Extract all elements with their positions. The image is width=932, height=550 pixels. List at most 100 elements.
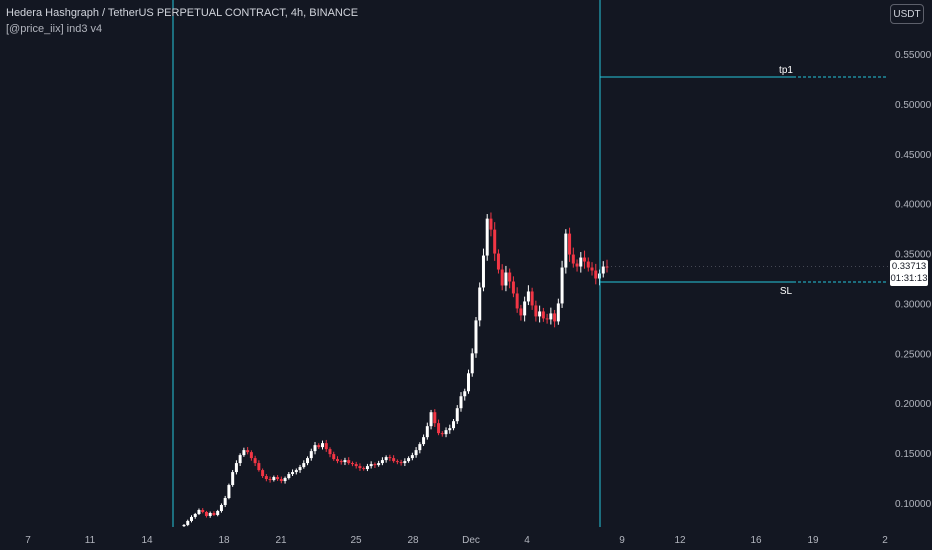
candle-body [425,426,429,438]
candle-body [586,261,590,268]
time-tick-label: 2 [882,535,888,546]
candle-body [526,291,530,302]
candle-body [276,477,280,480]
candle-body [350,463,354,465]
candle-body [418,444,422,451]
time-axis[interactable]: 7 11 14 18 21 25 28 Dec 4 9 12 16 19 2 [25,535,888,546]
candle-body [242,450,246,456]
candle-body [354,464,358,467]
candle-body [511,281,515,294]
candle-body [530,291,534,306]
candle-body [365,466,369,470]
time-tick-label: 11 [85,535,96,546]
candle-body [553,313,557,322]
price-tick-label: 0.10000 [895,499,932,510]
candle-body [407,458,411,462]
candle-body [519,308,523,316]
candle-body [459,396,463,409]
candle-body [373,464,377,466]
candle-body [257,463,261,471]
candle-body [601,266,605,274]
candle-body [583,257,587,262]
candle-body [504,272,508,286]
price-tick-label: 0.15000 [895,449,932,460]
candle-body [212,512,216,515]
candle-body [455,408,459,422]
candle-body [466,373,470,392]
candle-body [234,463,238,473]
last-price-tag: 0.33713 01:31:13 [890,260,928,286]
candle-body [268,479,272,481]
candle-body [339,461,343,463]
candle-body [306,458,310,464]
levels-layer: tp1 SL [600,65,890,297]
candle-body [478,287,482,321]
candle-body [485,218,489,256]
candle-body [189,516,193,521]
bar-countdown: 01:31:13 [890,273,928,284]
candle-body [324,443,328,450]
candle-body [182,524,186,527]
candle-body [186,520,190,525]
candle-body [463,391,467,397]
price-tick-label: 0.20000 [895,399,932,410]
candle-body [208,512,212,516]
candle-body [496,253,500,270]
candle-body [474,320,478,354]
candle-body [556,303,560,322]
candle-body [358,466,362,469]
candle-body [317,445,321,448]
time-tick-label: 19 [807,535,819,546]
time-tick-label: Dec [462,535,480,546]
candle-body [362,468,366,470]
candle-body [564,233,568,268]
candle-body [283,478,287,482]
candle-body [302,463,306,468]
time-tick-label: 7 [25,535,31,546]
candle-body [249,452,253,459]
candle-body [309,451,313,459]
candles-layer [182,212,609,528]
currency-button[interactable]: USDT [890,4,924,24]
candle-body [594,270,598,279]
candle-body [440,433,444,435]
candle-body [571,254,575,264]
candle-body [227,485,231,499]
candle-body [343,460,347,463]
candle-body [231,472,235,486]
level-label: tp1 [779,65,793,76]
candle-body [403,461,407,464]
indicator-label[interactable]: [@price_iix] ind3 v4 [6,23,103,35]
time-tick-label: 9 [619,535,625,546]
candle-body [481,255,485,288]
candle-body [470,353,474,374]
candle-body [392,458,396,462]
candle-body [204,511,208,516]
price-tick-label: 0.40000 [895,200,932,211]
candle-body [388,457,392,459]
time-tick-label: 18 [218,535,230,546]
candle-body [287,474,291,479]
price-tick-label: 0.45000 [895,150,932,161]
last-price-value: 0.33713 [891,261,927,272]
candle-body [197,509,201,514]
time-tick-label: 25 [350,535,362,546]
candle-body [201,509,205,512]
candle-body [347,460,351,464]
candle-body [579,257,583,267]
candle-body [193,513,197,517]
candle-body [515,293,519,309]
candle-body [534,305,538,317]
price-axis[interactable]: 0.10000 0.15000 0.20000 0.25000 0.30000 0.350… [895,50,932,510]
candle-body [508,272,512,282]
candle-body [560,267,564,304]
candle-body [219,504,223,511]
candle-body [605,266,609,268]
candle-body [422,437,426,445]
candle-body [568,233,572,255]
candle-body [298,467,302,471]
candle-body [272,477,276,481]
price-tick-label: 0.30000 [895,299,932,310]
candle-body [444,430,448,435]
